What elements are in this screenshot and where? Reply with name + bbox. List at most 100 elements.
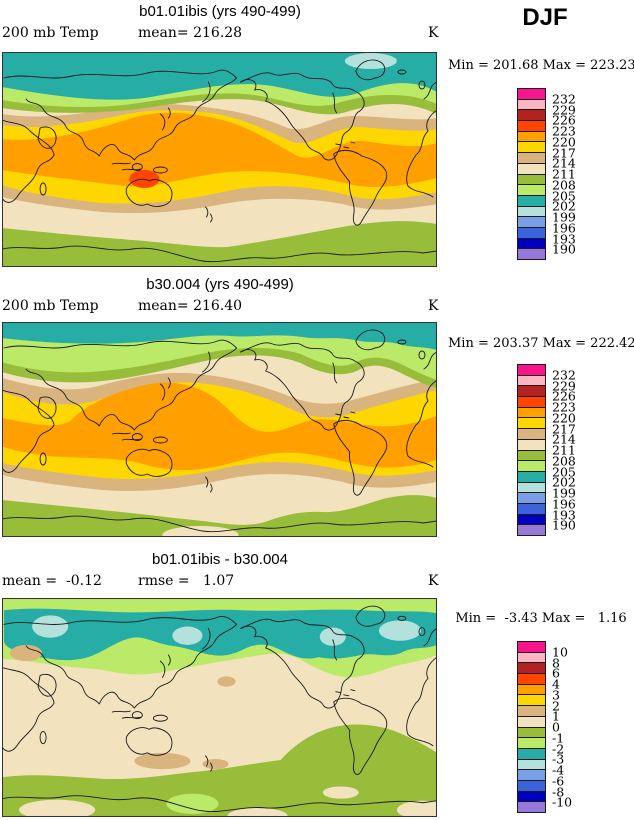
- colorbar-level-label: 217: [552, 421, 576, 436]
- colorbar-level-label: 8: [552, 655, 560, 670]
- colorbar-swatch: [518, 162, 545, 174]
- colorbar-level-label: 226: [552, 388, 576, 404]
- panel2-variable-label: 200 mb Temp: [2, 298, 99, 314]
- colorbar-level-label: 199: [552, 209, 576, 225]
- colorbar-level-label: 193: [552, 231, 576, 246]
- colorbar-level-label: 202: [552, 198, 576, 214]
- map3-warm-spot-europe: [10, 644, 43, 662]
- colorbar-swatch: [518, 374, 545, 386]
- colorbar-swatch: [518, 216, 545, 227]
- panel2-colorbar: [517, 364, 546, 536]
- colorbar-level-label: 211: [552, 166, 576, 182]
- panel1-minmax: Min = 201.68 Max = 223.23: [448, 58, 634, 73]
- panel1-units-label: K: [428, 25, 439, 41]
- map3-warm-spot-nz: [202, 758, 229, 770]
- map3-frame: [2, 598, 437, 817]
- colorbar-level-label: 214: [552, 155, 576, 171]
- colorbar-level-label: 4: [552, 676, 560, 692]
- colorbar-swatch: [518, 184, 545, 195]
- colorbar-swatch: [518, 109, 545, 121]
- map2-south-cream-notch: [162, 526, 239, 537]
- colorbar-swatch: [518, 642, 545, 652]
- colorbar-swatch: [518, 194, 545, 206]
- map3-south-lightgreen-spot: [166, 793, 219, 814]
- colorbar-level-label: 199: [552, 485, 576, 501]
- colorbar-level-label: 3: [552, 687, 560, 703]
- colorbar-level-label: 196: [552, 220, 576, 236]
- map3-svg: [2, 598, 437, 817]
- colorbar-swatch: [518, 481, 545, 493]
- panel2-colorbar-labels: 232 229 226 223 220 217 214 211 208 205 202 199 196 1…: [552, 364, 596, 536]
- colorbar-swatch: [518, 726, 545, 738]
- panel3-mean-label: mean = -0.12: [2, 573, 102, 589]
- colorbar-swatch: [518, 226, 545, 238]
- panel2-units-label: K: [428, 298, 439, 314]
- map-panel-1: [2, 52, 437, 267]
- map2-frame: [2, 322, 437, 537]
- panel3-minmax: Min = -3.43 Max = 1.16: [455, 611, 627, 626]
- panel3-title: b01.01ibis - b30.004: [152, 551, 288, 568]
- colorbar-swatch: [518, 801, 545, 812]
- map1-svg: [2, 52, 437, 267]
- map3-south-cream-spot-3: [396, 800, 437, 817]
- colorbar-swatch: [518, 449, 545, 461]
- colorbar-level-label: -4: [552, 762, 565, 778]
- colorbar-swatch: [518, 470, 545, 482]
- colorbar-swatch: [518, 152, 545, 163]
- panel2-minmax: Min = 203.37 Max = 222.42: [448, 336, 634, 351]
- colorbar-level-label: 0: [552, 719, 560, 735]
- season-label: DJF: [522, 4, 568, 31]
- map1-frame: [2, 52, 437, 267]
- colorbar-swatch: [518, 747, 545, 759]
- colorbar-level-label: 232: [552, 91, 576, 107]
- map2-north-teal: [2, 322, 437, 350]
- map2-south-olive: [2, 495, 437, 537]
- panel3-units-label: K: [428, 573, 439, 589]
- colorbar-swatch: [518, 715, 545, 727]
- map3-south-cream-spot-4: [322, 786, 359, 799]
- colorbar-swatch: [518, 385, 545, 397]
- colorbar-level-label: 202: [552, 474, 576, 490]
- panel1-colorbar-labels: 232 229 226 223 220 217 214 211 208 205 202 199 196 1…: [552, 88, 596, 260]
- colorbar-swatch: [518, 758, 545, 770]
- panel1-mean-label: mean= 216.28: [138, 25, 243, 41]
- colorbar-swatch: [518, 248, 545, 259]
- colorbar-swatch: [518, 438, 545, 450]
- map3-south-cream-spot-1: [19, 799, 96, 817]
- colorbar-swatch: [518, 237, 545, 249]
- panel1-colorbar: [517, 88, 546, 260]
- colorbar-level-label: 196: [552, 496, 576, 512]
- colorbar-swatch: [518, 417, 545, 429]
- panel2-title: b30.004 (yrs 490-499): [146, 276, 294, 293]
- colorbar-level-label: 190: [552, 241, 576, 257]
- colorbar-swatch: [518, 173, 545, 185]
- colorbar-level-label: 229: [552, 102, 576, 117]
- colorbar-level-label: 223: [552, 123, 576, 139]
- colorbar-level-label: 214: [552, 431, 576, 447]
- colorbar-swatch: [518, 130, 545, 142]
- map1-band-orange: [2, 112, 437, 188]
- panel1-variable-label: 200 mb Temp: [2, 25, 99, 41]
- colorbar-level-label: 193: [552, 507, 576, 522]
- colorbar-level-label: 1: [552, 708, 560, 724]
- map3-cold-spot-kamchatka: [172, 626, 203, 645]
- colorbar-level-label: -8: [552, 784, 565, 799]
- map2-svg: [2, 322, 437, 537]
- colorbar-level-label: -6: [552, 773, 565, 789]
- colorbar-swatch: [518, 673, 545, 684]
- map2-band-orange: [2, 382, 437, 471]
- colorbar-swatch: [518, 396, 545, 407]
- colorbar-swatch: [518, 513, 545, 525]
- map3-warm-spot-pacific: [217, 676, 236, 687]
- colorbar-swatch: [518, 428, 545, 439]
- colorbar-swatch: [518, 779, 545, 791]
- map-panel-3: [2, 598, 437, 817]
- colorbar-level-label: 220: [552, 410, 576, 426]
- colorbar-level-label: -2: [552, 741, 565, 756]
- panel3-colorbar-labels: 10 8 6 4 3 2 1 0 -1 -2 -3 -4 -6 -8 -10: [552, 641, 596, 813]
- colorbar-level-label: 220: [552, 134, 576, 150]
- colorbar-level-label: 208: [552, 453, 576, 469]
- colorbar-level-label: 217: [552, 145, 576, 160]
- colorbar-swatch: [518, 790, 545, 802]
